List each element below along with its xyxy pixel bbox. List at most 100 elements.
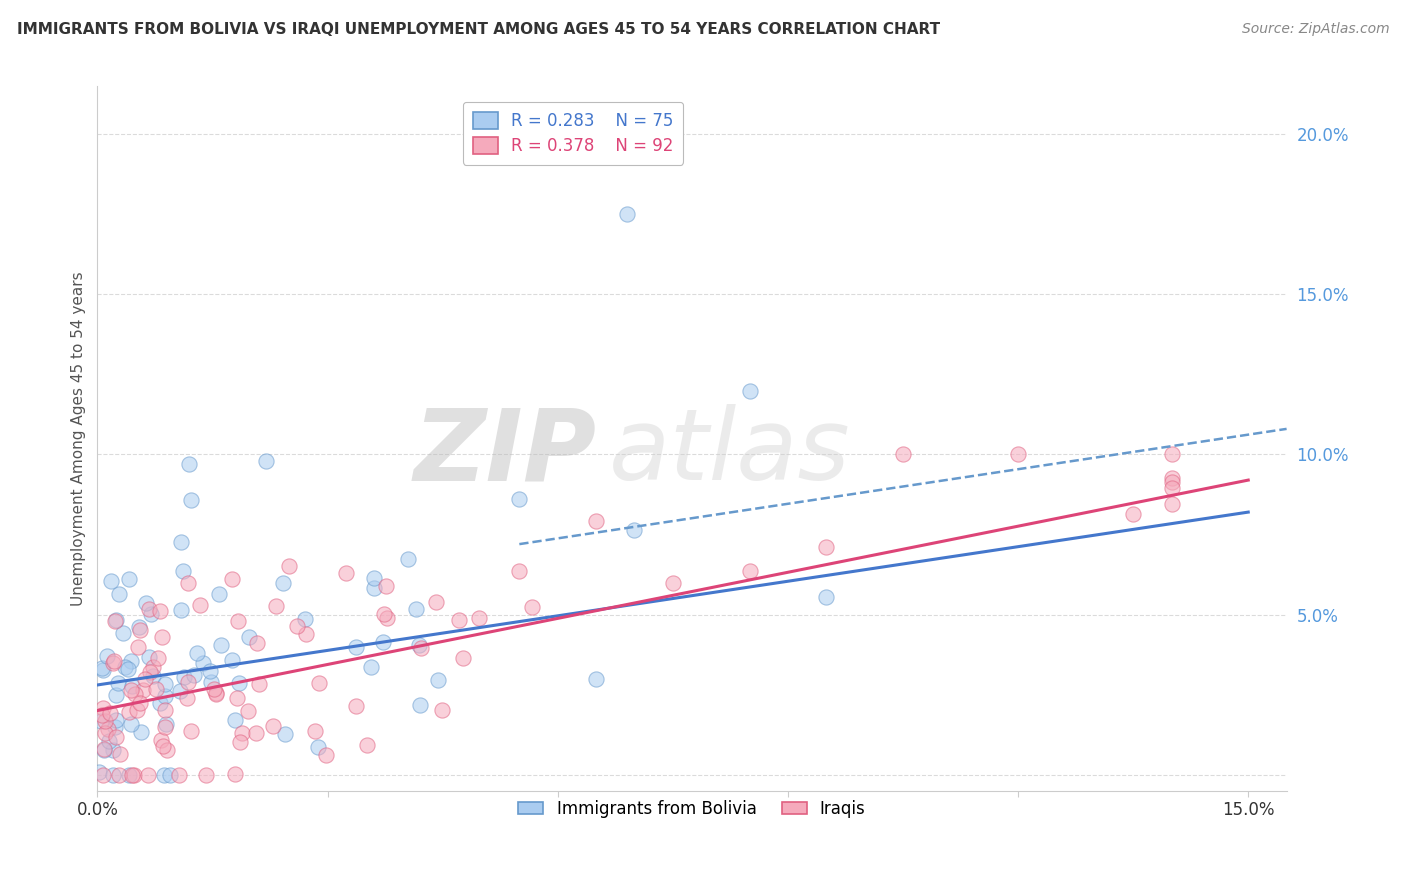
Point: [375, 611, 398, 625]
Point: [315, 747, 337, 762]
Text: IMMIGRANTS FROM BOLIVIA VS IRAQI UNEMPLOYMENT AMONG AGES 45 TO 54 YEARS CORRELAT: IMMIGRANTS FROM BOLIVIA VS IRAQI UNEMPLO…: [17, 22, 941, 37]
Point: [124, 687, 146, 701]
Point: [90, 661, 112, 675]
Point: [409, 640, 432, 655]
Point: [122, 767, 145, 781]
Point: [180, 724, 202, 739]
Point: [277, 558, 299, 573]
Point: [103, 657, 125, 671]
Point: [138, 650, 160, 665]
Point: [285, 619, 308, 633]
Point: [623, 523, 645, 537]
Point: [149, 604, 172, 618]
Point: [153, 703, 176, 717]
Point: [128, 620, 150, 634]
Point: [363, 571, 385, 585]
Point: [396, 552, 419, 566]
Point: [304, 723, 326, 738]
Point: [198, 664, 221, 678]
Point: [107, 767, 129, 781]
Point: [121, 767, 143, 781]
Point: [90, 707, 112, 722]
Point: [508, 491, 530, 506]
Point: [108, 587, 131, 601]
Point: [108, 747, 131, 762]
Point: [520, 600, 543, 615]
Point: [294, 611, 316, 625]
Point: [815, 590, 838, 604]
Point: [1160, 475, 1182, 490]
Point: [118, 767, 141, 781]
Point: [139, 665, 162, 679]
Point: [264, 599, 287, 613]
Point: [425, 595, 447, 609]
Point: [177, 674, 200, 689]
Point: [169, 684, 191, 698]
Point: [177, 576, 200, 591]
Point: [179, 457, 201, 471]
Point: [373, 635, 395, 649]
Point: [145, 682, 167, 697]
Point: [148, 650, 170, 665]
Point: [200, 674, 222, 689]
Point: [409, 698, 432, 712]
Point: [295, 627, 318, 641]
Point: [738, 564, 761, 578]
Point: [408, 638, 430, 652]
Point: [427, 673, 450, 688]
Point: [100, 574, 122, 589]
Point: [585, 514, 607, 528]
Point: [98, 734, 121, 748]
Point: [228, 676, 250, 690]
Point: [129, 696, 152, 710]
Point: [103, 654, 125, 668]
Point: [1007, 448, 1029, 462]
Point: [183, 667, 205, 681]
Point: [508, 564, 530, 578]
Point: [1160, 481, 1182, 495]
Point: [94, 714, 117, 729]
Point: [360, 660, 382, 674]
Point: [176, 691, 198, 706]
Point: [152, 630, 174, 644]
Point: [93, 743, 115, 757]
Point: [1122, 508, 1144, 522]
Point: [105, 713, 128, 727]
Point: [205, 687, 228, 701]
Point: [254, 454, 277, 468]
Point: [129, 623, 152, 637]
Point: [375, 579, 398, 593]
Point: [356, 738, 378, 752]
Point: [134, 672, 156, 686]
Point: [209, 638, 232, 652]
Point: [247, 677, 270, 691]
Point: [738, 384, 761, 398]
Point: [142, 660, 165, 674]
Point: [221, 652, 243, 666]
Point: [114, 660, 136, 674]
Point: [271, 576, 294, 591]
Point: [153, 767, 176, 781]
Point: [207, 587, 229, 601]
Point: [155, 717, 177, 731]
Point: [136, 767, 159, 781]
Point: [127, 703, 149, 717]
Point: [155, 720, 177, 734]
Point: [1160, 471, 1182, 485]
Point: [96, 649, 118, 664]
Point: [121, 679, 143, 693]
Point: [224, 713, 246, 727]
Point: [815, 541, 838, 555]
Point: [105, 730, 128, 744]
Point: [101, 767, 124, 781]
Point: [120, 682, 142, 697]
Point: [89, 765, 111, 780]
Point: [94, 726, 117, 740]
Point: [188, 599, 211, 613]
Point: [167, 767, 190, 781]
Point: [149, 696, 172, 710]
Point: [449, 613, 471, 627]
Point: [202, 681, 225, 696]
Point: [104, 615, 127, 629]
Point: [468, 611, 491, 625]
